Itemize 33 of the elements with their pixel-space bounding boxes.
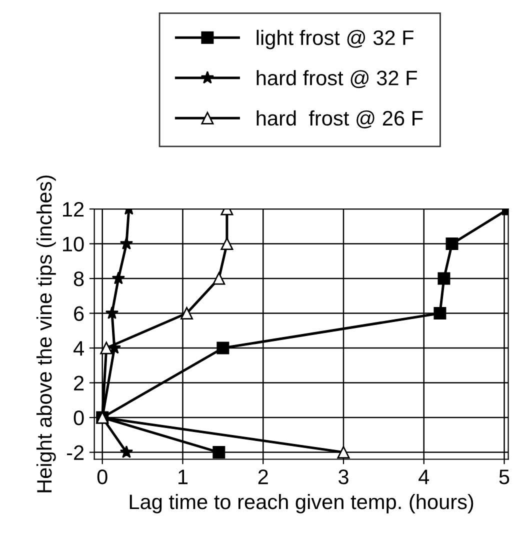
y-tick-label: 12 xyxy=(63,202,84,217)
point xyxy=(180,307,194,320)
point xyxy=(434,307,446,320)
point xyxy=(212,272,226,285)
point xyxy=(120,236,134,250)
x-tick-label: 0 xyxy=(97,470,108,484)
y-tick-label: 10 xyxy=(63,236,84,252)
x-tick-label: 5 xyxy=(499,470,510,484)
point xyxy=(216,342,230,354)
point xyxy=(100,342,113,354)
y-tick-label: 4 xyxy=(73,341,84,356)
x-tick-label: 3 xyxy=(338,470,348,484)
y-tick-label: 6 xyxy=(74,306,84,322)
x-tick-label: 2 xyxy=(258,470,268,484)
y-tick-label: 2 xyxy=(74,376,84,390)
legend-label: hard frost @ 26 F xyxy=(256,110,423,128)
y-tick-label: -2 xyxy=(67,445,84,460)
y-axis-title: Height above the vine tips (inches) xyxy=(36,176,56,492)
legend-label: light frost @ 32 F xyxy=(256,30,414,50)
point xyxy=(337,446,350,459)
x-tick-label: 4 xyxy=(418,470,430,484)
point xyxy=(438,272,450,285)
y-tick-label: 0 xyxy=(74,410,84,426)
point xyxy=(446,238,458,250)
point xyxy=(105,306,119,320)
point xyxy=(112,272,126,284)
x-axis-title: Lag time to reach given temp. (hours) xyxy=(130,494,474,514)
point xyxy=(212,446,226,459)
legend-label: hard frost @ 32 F xyxy=(256,70,417,88)
x-tick-label: 1 xyxy=(178,470,188,484)
point xyxy=(220,238,234,250)
point xyxy=(120,445,134,458)
y-tick-label: 8 xyxy=(74,272,84,286)
